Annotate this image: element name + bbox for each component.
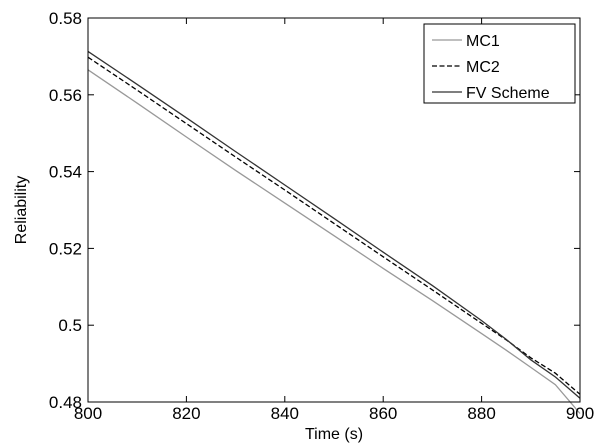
series-line-1 bbox=[87, 56, 581, 395]
y-tick-label: 0.54 bbox=[49, 163, 82, 182]
x-tick-label: 840 bbox=[271, 404, 299, 423]
plot-frame bbox=[87, 17, 581, 403]
y-tick-label: 0.58 bbox=[49, 9, 82, 28]
legend-label-1: MC2 bbox=[466, 59, 500, 76]
x-tick-label: 800 bbox=[74, 404, 102, 423]
plot-lines bbox=[87, 50, 581, 414]
x-tick-label: 820 bbox=[172, 404, 200, 423]
x-tick-label: 880 bbox=[467, 404, 495, 423]
y-tick-label: 0.56 bbox=[49, 86, 82, 105]
series-line-2 bbox=[87, 50, 581, 399]
y-tick-label: 0.5 bbox=[58, 316, 82, 335]
axis-ticks: 800 820 840 860 880 900 0.48 0.5 0.52 0.54 0.56 0.5… bbox=[49, 9, 594, 423]
y-tick-label: 0.52 bbox=[49, 239, 82, 258]
y-axis-label: Reliability bbox=[13, 176, 30, 244]
series-line-0 bbox=[87, 69, 581, 414]
legend-label-2: FV Scheme bbox=[466, 85, 550, 102]
x-tick-label: 860 bbox=[369, 404, 397, 423]
legend: MC1 MC2 FV Scheme bbox=[423, 23, 576, 104]
legend-label-0: MC1 bbox=[466, 33, 500, 50]
legend-box bbox=[423, 23, 576, 104]
x-axis-label: Time (s) bbox=[305, 426, 363, 443]
x-tick-label: 900 bbox=[566, 404, 594, 423]
y-tick-label: 0.48 bbox=[49, 393, 82, 412]
